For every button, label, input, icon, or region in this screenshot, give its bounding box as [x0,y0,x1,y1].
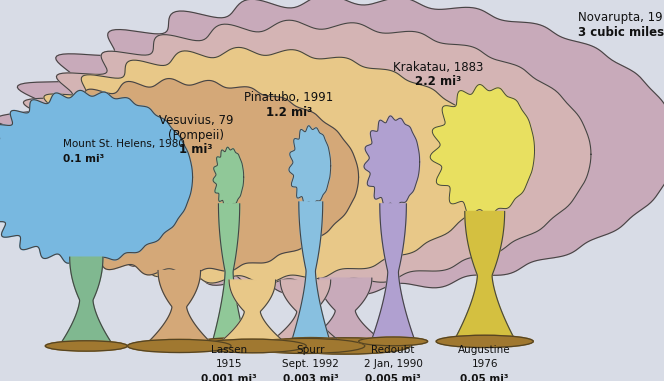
Text: Redoubt: Redoubt [371,345,415,355]
Text: 3 cubic miles: 3 cubic miles [578,26,664,39]
Text: (Pompeii): (Pompeii) [168,129,224,142]
Polygon shape [213,147,244,207]
Text: 0.05 mi³: 0.05 mi³ [460,374,509,381]
Polygon shape [455,211,515,339]
Text: Mount St. Helens, 1980: Mount St. Helens, 1980 [63,139,185,149]
Polygon shape [0,90,193,264]
Polygon shape [372,204,414,339]
Polygon shape [289,126,331,205]
Text: 1915: 1915 [216,359,242,369]
Polygon shape [1,20,591,288]
Text: Sept. 1992: Sept. 1992 [282,359,339,369]
Text: 2.2 mi³: 2.2 mi³ [415,75,461,88]
Polygon shape [0,78,359,275]
Polygon shape [219,280,286,343]
Text: 0.1 mi³: 0.1 mi³ [63,154,104,163]
Polygon shape [364,116,420,208]
Polygon shape [292,202,329,339]
Text: Krakatau, 1883: Krakatau, 1883 [393,61,483,74]
Polygon shape [147,271,211,343]
Ellipse shape [246,338,365,354]
Ellipse shape [281,338,410,354]
Text: Augustine: Augustine [458,345,511,355]
Text: 2 Jan, 1990: 2 Jan, 1990 [364,359,422,369]
Ellipse shape [203,338,255,345]
Text: Lassen: Lassen [211,345,247,355]
Polygon shape [0,47,491,283]
Polygon shape [305,278,385,343]
Text: 0.005 mi³: 0.005 mi³ [365,374,421,381]
Polygon shape [430,85,535,216]
Polygon shape [269,280,342,343]
Ellipse shape [45,341,127,351]
Ellipse shape [199,339,306,353]
Text: 1976: 1976 [471,359,498,369]
Ellipse shape [127,339,231,352]
Text: 0.001 mi³: 0.001 mi³ [201,374,257,381]
Ellipse shape [359,337,428,346]
Polygon shape [61,257,112,343]
Text: Spurr: Spurr [297,345,325,355]
Text: Pinatubo, 1991: Pinatubo, 1991 [244,91,333,104]
Polygon shape [213,204,245,339]
Text: Novarupta, 1912: Novarupta, 1912 [578,11,664,24]
Ellipse shape [436,335,533,347]
Text: Vesuvius, 79: Vesuvius, 79 [159,114,233,127]
Ellipse shape [281,338,341,345]
Text: 1 mi³: 1 mi³ [179,143,212,156]
Text: 0.003 mi³: 0.003 mi³ [283,374,339,381]
Polygon shape [0,0,664,294]
Text: 1.2 mi³: 1.2 mi³ [266,106,312,119]
